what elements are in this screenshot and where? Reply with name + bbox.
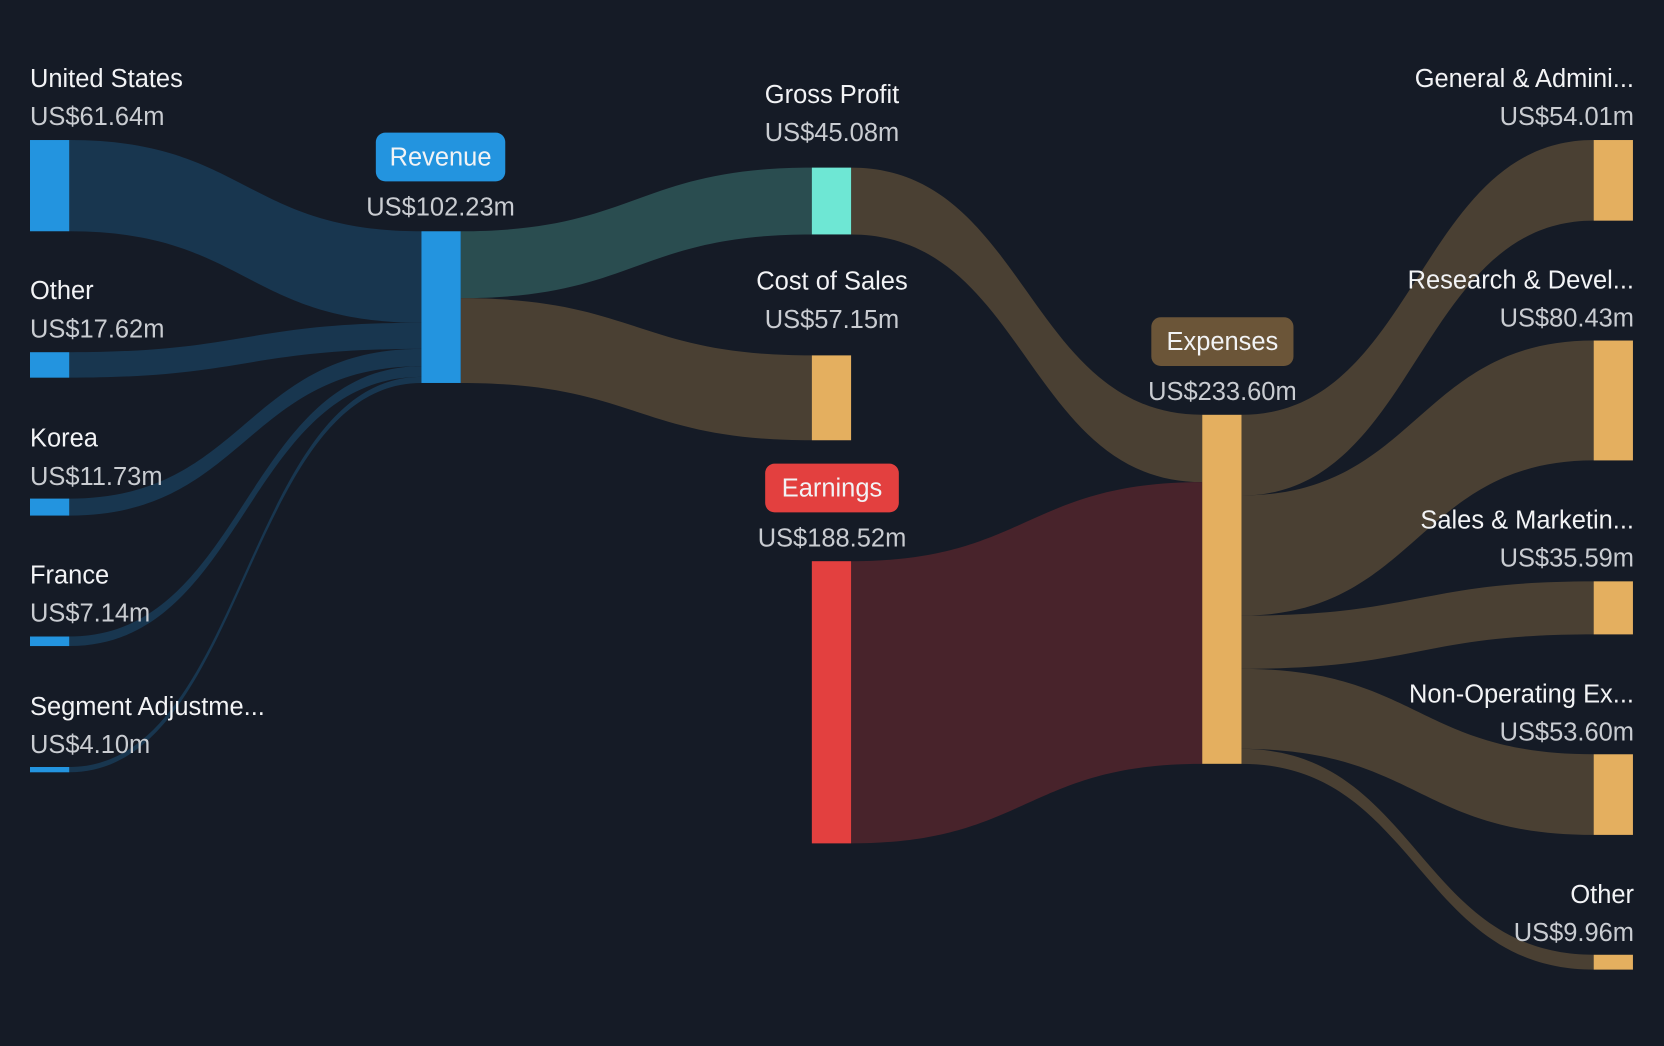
node-other_rev <box>29 352 70 378</box>
link-other_rev-revenue <box>69 322 422 378</box>
value-ga: US$54.01m <box>1500 103 1634 131</box>
label-gp: Gross Profit <box>765 81 899 109</box>
label-us: United States <box>30 65 183 93</box>
value-cos: US$57.15m <box>765 306 899 334</box>
node-france <box>29 636 70 647</box>
label-korea: Korea <box>30 425 99 453</box>
value-other_exp: US$9.96m <box>1514 919 1634 947</box>
node-ga <box>1593 140 1633 221</box>
node-cos <box>811 355 852 441</box>
label-sm: Sales & Marketin... <box>1420 506 1634 534</box>
badge-expenses <box>1151 317 1294 366</box>
label-revenue: Revenue <box>390 143 492 171</box>
value-us: US$61.64m <box>30 103 164 131</box>
value-other_rev: US$17.62m <box>30 315 164 343</box>
link-gp-expenses <box>851 167 1203 483</box>
badge-revenue <box>375 132 506 182</box>
label-other_rev: Other <box>30 277 94 305</box>
link-revenue-cos <box>460 298 812 441</box>
node-gp <box>811 167 852 235</box>
label-rd: Research & Devel... <box>1408 267 1634 295</box>
value-revenue: US$102.23m <box>366 193 515 221</box>
node-expenses <box>1202 414 1242 764</box>
value-sm: US$35.59m <box>1500 544 1634 572</box>
node-seg <box>29 766 70 773</box>
value-korea: US$11.73m <box>30 463 163 491</box>
link-expenses-other_exp <box>1241 748 1594 970</box>
value-expenses: US$233.60m <box>1148 378 1297 406</box>
link-us-revenue <box>69 140 422 323</box>
value-gp: US$45.08m <box>765 119 899 147</box>
link-expenses-rd <box>1241 340 1594 616</box>
node-korea <box>29 498 70 516</box>
node-earnings <box>811 561 852 844</box>
value-seg: US$4.10m <box>30 731 150 759</box>
link-korea-revenue <box>69 348 422 516</box>
node-other_exp <box>1593 954 1633 970</box>
link-seg-revenue <box>69 376 422 773</box>
label-other_exp: Other <box>1570 881 1634 909</box>
node-nonop <box>1593 754 1633 835</box>
label-expenses: Expenses <box>1167 328 1279 356</box>
link-expenses-ga <box>1241 140 1594 496</box>
value-nonop: US$53.60m <box>1500 718 1634 746</box>
label-nonop: Non-Operating Ex... <box>1409 680 1634 708</box>
node-rd <box>1593 340 1633 461</box>
node-revenue <box>421 231 461 383</box>
link-revenue-gp <box>460 167 812 299</box>
label-earnings: Earnings <box>782 474 882 502</box>
link-expenses-sm <box>1241 581 1594 669</box>
value-rd: US$80.43m <box>1500 305 1634 333</box>
link-earnings-expenses <box>851 482 1203 844</box>
node-sm <box>1593 581 1633 635</box>
value-earnings: US$188.52m <box>758 524 907 552</box>
label-ga: General & Admini... <box>1415 65 1634 93</box>
label-cos: Cost of Sales <box>756 268 907 296</box>
label-france: France <box>30 561 109 589</box>
badge-earnings <box>765 463 899 513</box>
node-us <box>29 140 70 232</box>
link-france-revenue <box>69 366 422 647</box>
label-seg: Segment Adjustme... <box>30 693 265 721</box>
link-expenses-nonop <box>1241 668 1594 835</box>
value-france: US$7.14m <box>30 600 150 628</box>
